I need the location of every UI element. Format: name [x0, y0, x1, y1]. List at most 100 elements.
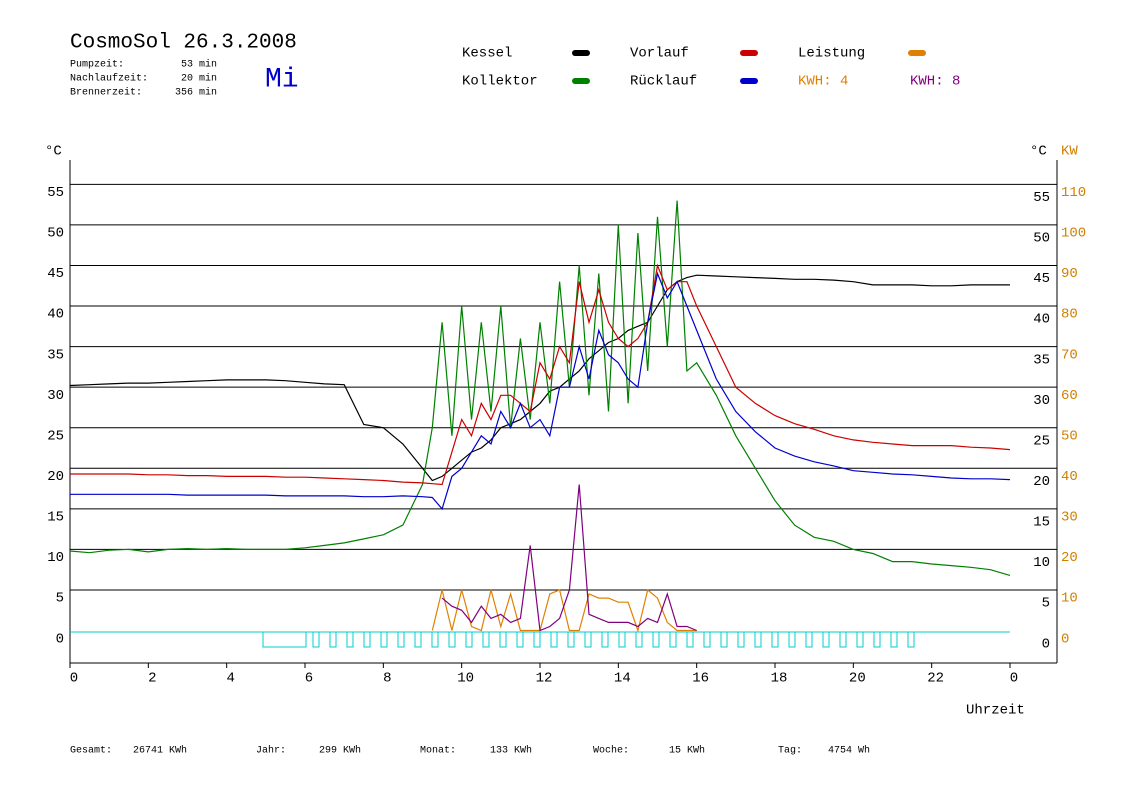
y-tick-label: 35 — [47, 347, 64, 363]
y2-tick-label: 0 — [1061, 631, 1069, 647]
pump-box — [822, 631, 830, 648]
y2-tick-label: 40 — [1061, 469, 1078, 485]
series-line — [70, 271, 1011, 511]
y-right-tick-label: 55 — [1033, 190, 1050, 206]
x-tick-label: 2 — [148, 671, 156, 687]
pump-box — [669, 631, 677, 648]
annotation: KWH: 4 — [798, 74, 848, 90]
pump-box — [907, 631, 915, 648]
x-tick-label: 10 — [457, 671, 474, 687]
pump-box — [856, 631, 864, 648]
x-tick-label: 20 — [849, 671, 866, 687]
x-tick-label: 4 — [226, 671, 234, 687]
y-axis-label: °C — [45, 144, 62, 160]
y-right-tick-label: 50 — [1033, 231, 1050, 247]
y-tick-label: 25 — [47, 428, 64, 444]
y-right-tick-label: 35 — [1033, 352, 1050, 368]
pump-box — [805, 631, 813, 648]
info-value: 356 min — [175, 87, 217, 99]
y-tick-label: 50 — [47, 226, 64, 242]
y2-tick-label: 10 — [1061, 591, 1078, 607]
y2-tick-label: 70 — [1061, 347, 1078, 363]
y2-tick-label: 60 — [1061, 388, 1078, 404]
y-tick-label: 20 — [47, 469, 64, 485]
pump-box — [754, 631, 762, 648]
legend-label: Leistung — [798, 46, 865, 62]
x-tick-label: 0 — [1010, 671, 1018, 687]
y-right-tick-label: 20 — [1033, 474, 1050, 490]
pump-box — [618, 631, 626, 648]
y-tick-label: 55 — [47, 185, 64, 201]
x-tick-label: 16 — [692, 671, 709, 687]
pump-box — [771, 631, 779, 648]
pump-box — [703, 631, 711, 648]
y-tick-label: 5 — [56, 591, 64, 607]
footer-label: Gesamt: — [70, 746, 112, 757]
info-value: 53 min — [181, 59, 217, 71]
pump-box — [533, 631, 541, 648]
pump-box — [601, 631, 609, 648]
pump-box — [346, 631, 354, 648]
footer-value: 15 KWh — [669, 745, 705, 757]
legend-label: Kollektor — [462, 74, 538, 90]
x-axis-label: Uhrzeit — [966, 703, 1025, 719]
x-tick-label: 14 — [614, 671, 631, 687]
pump-box — [737, 631, 745, 648]
y2-tick-label: 30 — [1061, 510, 1078, 526]
x-tick-label: 12 — [536, 671, 553, 687]
pump-states — [312, 631, 915, 648]
pump-box — [873, 631, 881, 648]
legend-label: KWH: 8 — [910, 74, 960, 90]
pump-box — [499, 631, 507, 648]
chart-title: CosmoSol 26.3.2008 — [70, 32, 297, 55]
footer-label: Jahr: — [256, 745, 286, 757]
footer-value: 4754 Wh — [828, 745, 870, 757]
info-label: Pumpzeit: — [70, 59, 124, 71]
y-right-tick-label: 25 — [1033, 433, 1050, 449]
pump-box — [839, 631, 847, 648]
y2-tick-label: 80 — [1061, 307, 1078, 323]
pump-box — [431, 631, 439, 648]
pump-box — [788, 631, 796, 648]
pump-box — [584, 631, 592, 648]
pump-box — [635, 631, 643, 648]
pump-box — [516, 631, 524, 648]
series-line — [69, 274, 1010, 482]
series-line — [431, 588, 697, 633]
pump-box — [652, 631, 660, 648]
y-right-tick-label: 5 — [1042, 596, 1050, 612]
y-right-tick-label: 15 — [1033, 515, 1050, 531]
footer-value: 299 KWh — [319, 745, 361, 757]
pump-box — [482, 631, 490, 648]
pump-box — [567, 631, 575, 648]
pump-box — [414, 631, 422, 648]
pump-box — [397, 631, 405, 648]
info-value: 20 min — [181, 73, 217, 85]
y-tick-label: 30 — [47, 388, 64, 404]
x-tick-label: 22 — [927, 671, 944, 687]
pump-box — [380, 631, 388, 648]
x-tick-label: 0 — [70, 671, 78, 687]
series-line — [69, 200, 1011, 576]
x-tick-label: 6 — [305, 671, 313, 687]
pump-box — [363, 631, 371, 648]
legend-label: Vorlauf — [630, 46, 689, 62]
y2-tick-label: 50 — [1061, 428, 1078, 444]
y-right-tick-label: 40 — [1033, 312, 1050, 328]
pump-box — [465, 631, 473, 648]
y-tick-label: 40 — [47, 307, 64, 323]
y2-tick-label: 110 — [1061, 185, 1086, 201]
y2-axis-label-c: °C — [1030, 144, 1047, 160]
footer-label: Monat: — [420, 746, 456, 757]
y-tick-label: 10 — [47, 550, 64, 566]
y-tick-label: 45 — [47, 266, 64, 282]
series-line — [441, 484, 697, 632]
info-label: Nachlaufzeit: — [70, 73, 148, 85]
pump-box — [550, 631, 558, 648]
pump-block — [262, 631, 307, 648]
pump-box — [448, 631, 456, 648]
y2-tick-label: 90 — [1061, 266, 1078, 282]
legend-label: Rücklauf — [630, 74, 697, 90]
